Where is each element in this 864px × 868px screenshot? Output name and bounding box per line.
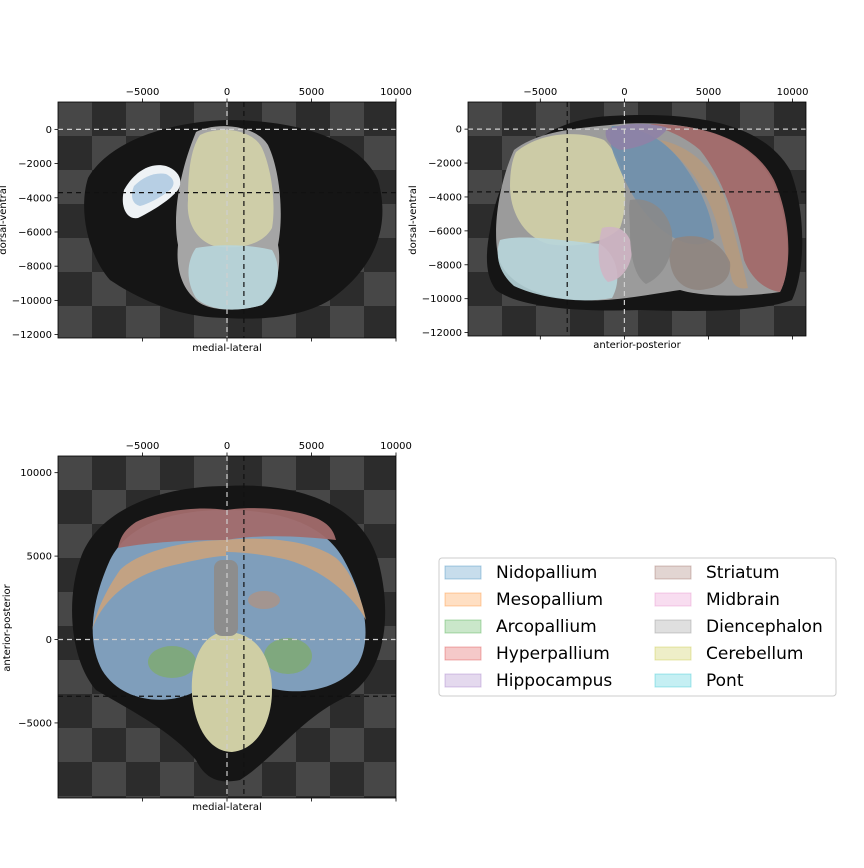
mesopallium-right bbox=[226, 538, 366, 620]
arcopallium-left bbox=[148, 646, 196, 678]
x-tick-label: −5000 bbox=[523, 87, 557, 98]
legend-label: Mesopallium bbox=[496, 590, 603, 610]
y-axis-label: dorsal-ventral bbox=[0, 185, 9, 254]
legend-label: Hippocampus bbox=[496, 671, 612, 691]
cerebellum-region bbox=[191, 632, 272, 752]
hyperpallium-left bbox=[118, 508, 226, 548]
y-tick-label: −10000 bbox=[422, 294, 462, 305]
legend-label: Midbrain bbox=[706, 590, 780, 610]
legend-label: Striatum bbox=[706, 563, 780, 583]
x-tick-label: −5000 bbox=[126, 441, 160, 452]
midbrain-region bbox=[598, 226, 632, 282]
tick-group: −5000 0 5000 10000 0 −2000 −4000 −6000 −8000 −100… bbox=[12, 87, 412, 342]
pont-region bbox=[188, 245, 278, 310]
y-tick-label: −8000 bbox=[428, 260, 462, 271]
y-tick-label: −5000 bbox=[18, 718, 52, 729]
midline-tissue bbox=[214, 560, 238, 636]
x-tick-label: 0 bbox=[621, 87, 627, 98]
diencephalon-region bbox=[629, 199, 673, 284]
legend-swatch bbox=[654, 565, 692, 580]
legend-swatch bbox=[444, 619, 482, 634]
legend-swatch bbox=[444, 673, 482, 688]
axes-frame bbox=[467, 101, 807, 337]
y-tick-label: 0 bbox=[46, 125, 52, 136]
y-tick-label: −4000 bbox=[428, 192, 462, 203]
y-tick-label: −4000 bbox=[18, 193, 52, 204]
x-axis-label: medial-lateral bbox=[192, 802, 262, 813]
legend-swatch bbox=[654, 619, 692, 634]
y-tick-label: −8000 bbox=[18, 262, 52, 273]
legend-swatch bbox=[444, 592, 482, 607]
coronal-slice-panel: −5000 0 5000 10000 0 −2000 −4000 −6000 −8000 −100… bbox=[0, 87, 412, 354]
cerebellum-region bbox=[187, 129, 274, 248]
hyperpallium-region bbox=[650, 124, 789, 292]
y-tick-label: −2000 bbox=[18, 159, 52, 170]
legend-swatch bbox=[444, 646, 482, 661]
striatum-region bbox=[669, 236, 731, 290]
arcopallium-right bbox=[264, 638, 312, 674]
y-axis-label: dorsal-ventral bbox=[408, 185, 419, 254]
y-tick-label: −10000 bbox=[12, 296, 52, 307]
x-tick-label: 0 bbox=[224, 441, 230, 452]
tick-group: −5000 0 5000 10000 0 −2000 −4000 −6000 −8000 −100… bbox=[422, 87, 809, 340]
y-tick-label: −12000 bbox=[422, 328, 462, 339]
mesopallium-region bbox=[660, 140, 748, 289]
cerebellum-region bbox=[510, 134, 626, 246]
legend-label: Arcopallium bbox=[496, 617, 597, 637]
crosshair-lines bbox=[58, 456, 396, 798]
nidopallium-fragment-tint bbox=[132, 173, 174, 206]
x-axis-label: medial-lateral bbox=[192, 343, 262, 354]
legend-swatch bbox=[654, 592, 692, 607]
pont-region bbox=[497, 237, 618, 301]
tick-group: −5000 0 5000 10000 10000 5000 0 −5000 bbox=[18, 441, 412, 802]
brain-slice-image bbox=[84, 120, 383, 319]
crosshair-lines bbox=[58, 102, 396, 338]
x-tick-label: 5000 bbox=[299, 87, 324, 98]
legend-swatch bbox=[654, 673, 692, 688]
sagittal-slice-panel: −5000 0 5000 10000 0 −2000 −4000 −6000 −8000 −100… bbox=[408, 87, 808, 351]
x-tick-label: 0 bbox=[224, 87, 230, 98]
legend-label: Diencephalon bbox=[706, 617, 823, 637]
legend-label: Hyperpallium bbox=[496, 644, 610, 664]
legend: Nidopallium Mesopallium Arcopallium Hyperpa… bbox=[438, 557, 837, 697]
legend-label: Nidopallium bbox=[496, 563, 597, 583]
y-tick-label: 10000 bbox=[20, 468, 52, 479]
x-tick-label: 10000 bbox=[777, 87, 809, 98]
striatum-spot bbox=[248, 591, 280, 609]
brain-slice-image bbox=[72, 485, 386, 782]
horizontal-slice-panel: −5000 0 5000 10000 10000 5000 0 −5000 medial-la… bbox=[2, 441, 412, 813]
legend-swatch bbox=[444, 565, 482, 580]
legend-label: Cerebellum bbox=[706, 644, 803, 664]
hippocampus-region bbox=[605, 123, 668, 150]
legend-swatch bbox=[654, 646, 692, 661]
crosshair-lines bbox=[468, 102, 806, 336]
y-tick-label: −12000 bbox=[12, 330, 52, 341]
x-tick-label: 5000 bbox=[299, 441, 324, 452]
y-tick-label: 5000 bbox=[27, 552, 52, 563]
legend-label: Pont bbox=[706, 671, 744, 691]
y-tick-label: −6000 bbox=[428, 226, 462, 237]
x-tick-label: −5000 bbox=[126, 87, 160, 98]
hyperpallium-right bbox=[226, 508, 336, 540]
y-tick-label: −2000 bbox=[428, 159, 462, 170]
y-tick-label: −6000 bbox=[18, 227, 52, 238]
mesopallium-left bbox=[92, 540, 226, 630]
y-tick-label: 0 bbox=[456, 125, 462, 136]
x-tick-label: 10000 bbox=[380, 441, 412, 452]
y-axis-label: anterior-posterior bbox=[2, 583, 13, 671]
x-tick-label: 10000 bbox=[380, 87, 412, 98]
nidopallium-region bbox=[609, 126, 714, 245]
brain-slice-image bbox=[486, 114, 803, 311]
legend-frame bbox=[438, 557, 837, 697]
y-tick-label: 0 bbox=[46, 635, 52, 646]
x-tick-label: 5000 bbox=[696, 87, 721, 98]
x-axis-label: anterior-posterior bbox=[593, 340, 681, 351]
